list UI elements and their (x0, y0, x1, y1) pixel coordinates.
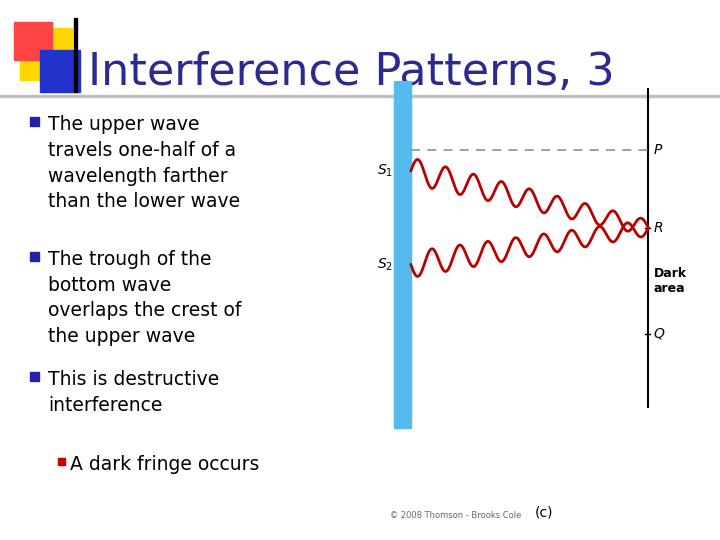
Text: Interference Patterns, 3: Interference Patterns, 3 (88, 51, 615, 93)
Bar (20, 28, 72, 80)
Text: A dark fringe occurs: A dark fringe occurs (70, 455, 259, 474)
Text: The upper wave
travels one-half of a
wavelength farther
than the lower wave: The upper wave travels one-half of a wav… (48, 115, 240, 211)
Bar (14, 22, 52, 60)
Bar (0, 95, 720, 97)
Text: Dark
area: Dark area (654, 267, 687, 295)
Text: $S_1$: $S_1$ (377, 163, 393, 179)
Text: $P$: $P$ (653, 143, 663, 157)
Bar (74, 18, 77, 92)
Bar (58, 458, 65, 465)
Bar (395, 81, 411, 428)
Text: © 2008 Thomson - Brooks Cole: © 2008 Thomson - Brooks Cole (390, 511, 521, 520)
Text: (c): (c) (535, 506, 554, 520)
Bar (30, 117, 39, 126)
Text: $Q$: $Q$ (653, 327, 665, 341)
Bar (40, 50, 80, 92)
Text: $S_2$: $S_2$ (377, 256, 393, 273)
Text: The trough of the
bottom wave
overlaps the crest of
the upper wave: The trough of the bottom wave overlaps t… (48, 250, 241, 346)
Bar (30, 252, 39, 261)
Text: This is destructive
interference: This is destructive interference (48, 370, 220, 415)
Bar (30, 372, 39, 381)
Text: $R$: $R$ (653, 221, 663, 235)
